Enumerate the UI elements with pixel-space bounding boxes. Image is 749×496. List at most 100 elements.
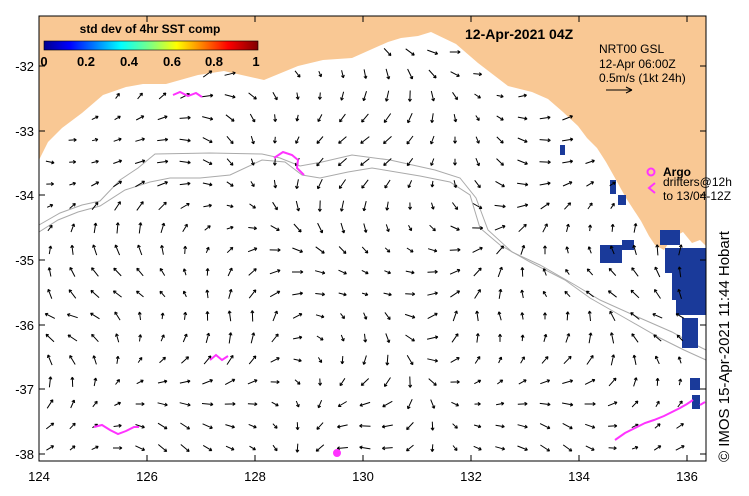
velocity-arrow	[270, 380, 280, 385]
velocity-arrow	[227, 267, 233, 277]
velocity-arrow	[135, 137, 145, 142]
credit-container: © IMOS 15-Apr-2021 11:44 Hobart	[716, 231, 746, 492]
velocity-arrow	[339, 200, 345, 212]
colorbar-tick: 0.4	[120, 54, 139, 69]
velocity-arrow	[362, 355, 367, 365]
lat-label: -37	[15, 382, 34, 397]
velocity-arrow	[113, 423, 122, 428]
lat-label: -34	[15, 188, 34, 203]
velocity-arrow	[676, 334, 684, 342]
velocity-arrow	[69, 159, 77, 164]
velocity-arrow	[136, 267, 144, 277]
velocity-arrow	[474, 401, 481, 406]
velocity-arrow	[539, 402, 551, 407]
velocity-arrow	[678, 378, 683, 386]
velocity-arrow	[338, 292, 347, 297]
velocity-arrow	[295, 114, 300, 122]
velocity-arrow	[475, 136, 480, 144]
lat-label: -36	[15, 318, 34, 333]
velocity-arrow	[453, 113, 458, 123]
velocity-arrow	[249, 113, 256, 123]
velocity-arrow	[360, 158, 370, 166]
velocity-arrow	[157, 444, 168, 452]
velocity-arrow	[475, 158, 480, 167]
velocity-arrow	[610, 354, 616, 366]
map-frame	[38, 15, 707, 462]
velocity-arrow	[406, 158, 414, 167]
velocity-arrow	[587, 246, 592, 254]
velocity-arrow	[363, 69, 368, 79]
velocity-arrow	[114, 401, 122, 406]
velocity-arrow	[294, 70, 301, 78]
velocity-arrow	[340, 356, 345, 365]
velocity-arrow	[539, 160, 551, 165]
map-timestamp: 12-Apr-2021 04Z	[465, 26, 574, 42]
velocity-arrow	[248, 226, 257, 231]
velocity-arrow	[46, 445, 55, 451]
velocity-arrow	[249, 203, 256, 209]
velocity-arrow	[451, 401, 460, 407]
velocity-arrow	[339, 378, 346, 387]
velocity-arrow	[273, 114, 278, 122]
velocity-arrow	[48, 245, 53, 255]
velocity-arrow	[495, 424, 505, 429]
velocity-arrow	[427, 312, 438, 320]
velocity-arrow	[452, 445, 458, 451]
velocity-arrow	[138, 334, 143, 342]
velocity-arrow	[45, 422, 55, 430]
argo-label: Argo	[663, 165, 691, 179]
velocity-arrow	[317, 114, 323, 123]
velocity-arrow	[450, 225, 460, 231]
velocity-arrow	[93, 377, 98, 387]
velocity-arrow	[608, 446, 617, 451]
velocity-arrow	[203, 203, 212, 208]
velocity-arrow	[135, 402, 145, 407]
velocity-arrow	[385, 201, 390, 211]
velocity-arrow	[314, 270, 326, 275]
velocity-arrow	[562, 159, 574, 164]
velocity-arrow	[182, 268, 187, 276]
velocity-arrow	[430, 180, 435, 188]
velocity-arrow	[179, 379, 191, 384]
velocity-arrow	[655, 244, 660, 256]
velocity-arrow	[495, 446, 506, 451]
lon-label: 128	[244, 469, 266, 484]
velocity-arrow	[631, 400, 639, 408]
velocity-arrow	[226, 181, 234, 187]
velocity-arrow	[407, 112, 413, 124]
velocity-arrow	[451, 333, 459, 343]
shelf-contour-outer	[38, 152, 707, 351]
velocity-arrow	[517, 424, 528, 429]
velocity-arrow	[406, 135, 414, 145]
velocity-arrow	[610, 202, 615, 209]
velocity-arrow	[69, 181, 76, 186]
lat-label: -32	[15, 59, 34, 74]
velocity-arrow	[381, 424, 393, 429]
velocity-arrow	[453, 136, 458, 144]
velocity-arrow	[359, 401, 371, 407]
velocity-arrow	[517, 401, 528, 406]
velocity-arrow	[295, 422, 300, 431]
velocity-arrow	[201, 402, 214, 407]
velocity-arrow	[473, 424, 482, 429]
velocity-arrow	[135, 424, 145, 429]
velocity-arrow	[562, 181, 573, 187]
velocity-arrow	[68, 289, 77, 299]
velocity-arrow	[675, 445, 685, 451]
velocity-arrow	[157, 159, 169, 164]
velocity-arrow	[474, 179, 481, 189]
velocity-arrow	[427, 291, 438, 296]
velocity-arrow	[384, 270, 391, 275]
velocity-arrow	[361, 246, 369, 254]
velocity-arrow	[497, 379, 504, 385]
velocity-arrow	[517, 445, 528, 451]
velocity-arrow	[427, 248, 438, 253]
velocity-arrow	[248, 289, 257, 299]
velocity-arrow	[562, 422, 573, 430]
velocity-arrow	[586, 355, 594, 365]
velocity-arrow	[610, 223, 615, 232]
velocity-arrow	[653, 334, 662, 342]
shelf-contour-inner	[38, 159, 707, 361]
velocity-arrow	[205, 268, 210, 276]
velocity-arrow	[205, 246, 210, 253]
